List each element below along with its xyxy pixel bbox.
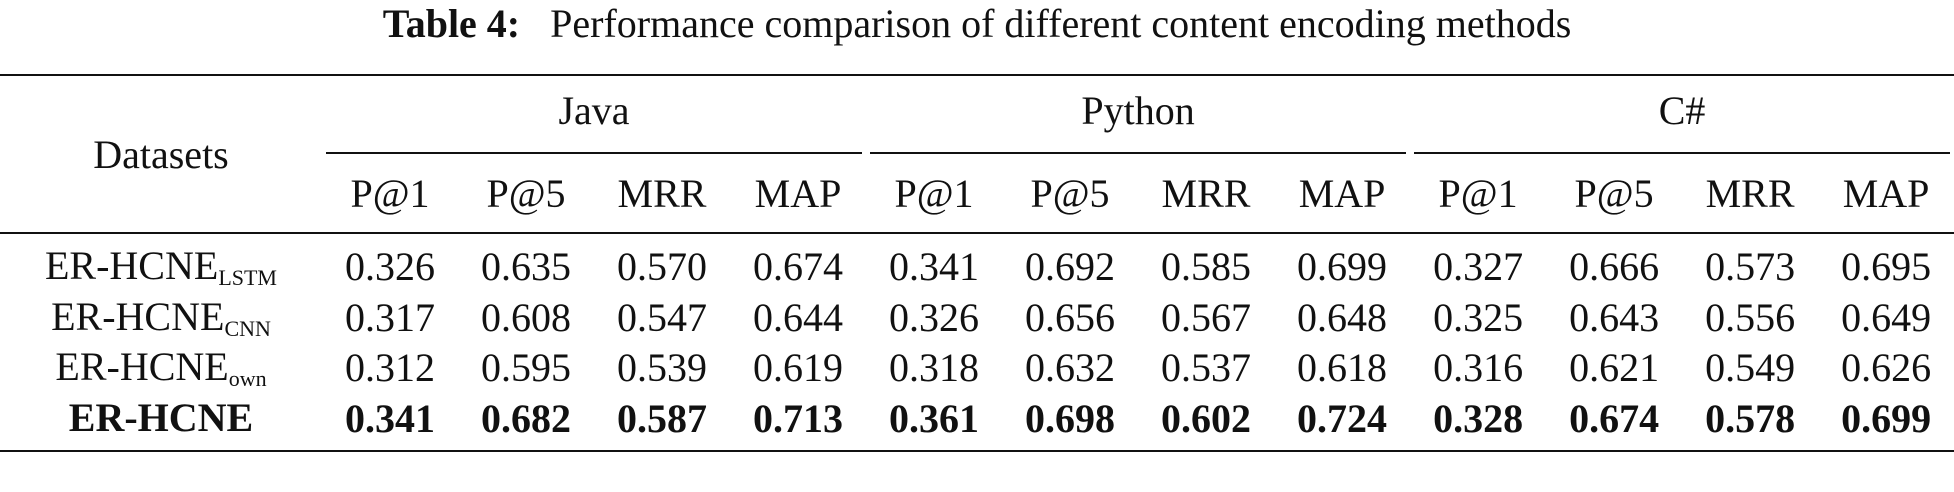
- method-subscript: LSTM: [218, 264, 277, 290]
- table-cell: 0.567: [1161, 294, 1252, 340]
- table-cell: 0.317: [345, 294, 435, 340]
- group-header-csharp: C#: [1410, 75, 1954, 154]
- table-caption: Table 4: Performance comparison of diffe…: [0, 0, 1954, 48]
- caption-label: Table 4:: [382, 1, 521, 46]
- metric-header: P@1: [894, 170, 974, 216]
- row-label: ER-HCNELSTM: [0, 233, 322, 292]
- table-cell: 0.695: [1841, 243, 1932, 289]
- method-subscript: own: [228, 365, 267, 391]
- metric-header: MRR: [617, 170, 707, 216]
- header-row-groups: Datasets Java Python C#: [0, 75, 1954, 177]
- method-name: ER-HCNE: [44, 242, 219, 288]
- table-cell: 0.570: [617, 243, 707, 289]
- table-cell: 0.316: [1433, 344, 1524, 390]
- table-cell: 0.608: [481, 294, 571, 340]
- row-label: ER-HCNEown: [0, 342, 322, 392]
- table-cell: 0.602: [1161, 395, 1252, 441]
- metric-header: P@5: [1574, 170, 1654, 216]
- table-cell: 0.547: [617, 294, 707, 340]
- table-cell: 0.649: [1841, 294, 1932, 340]
- table-cell: 0.632: [1025, 344, 1116, 390]
- row-label: ER-HCNECNN: [0, 292, 322, 342]
- metric-header: P@1: [350, 170, 430, 216]
- group-label: Java: [326, 77, 863, 154]
- table-row: ER-HCNELSTM 0.326 0.635 0.570 0.674 0.34…: [0, 233, 1954, 292]
- table-cell: 0.578: [1705, 395, 1796, 441]
- caption-text: Performance comparison of different cont…: [550, 1, 1572, 46]
- table-cell: 0.573: [1705, 243, 1796, 289]
- metric-header: MAP: [1298, 170, 1386, 216]
- table-row: ER-HCNECNN 0.317 0.608 0.547 0.644 0.326…: [0, 292, 1954, 342]
- table-cell: 0.549: [1705, 344, 1796, 390]
- metric-header: MRR: [1161, 170, 1251, 216]
- table-cell: 0.326: [889, 294, 980, 340]
- results-table: Datasets Java Python C# P@1 P@5 MRR MAP …: [0, 74, 1954, 452]
- metric-header: P@5: [1030, 170, 1110, 216]
- method-name: ER-HCNE: [51, 293, 225, 339]
- metric-header: MAP: [754, 170, 842, 216]
- group-label: C#: [1414, 77, 1951, 154]
- group-header-java: Java: [322, 75, 866, 154]
- table-cell: 0.325: [1433, 294, 1524, 340]
- metric-header: P@5: [486, 170, 566, 216]
- table-cell: 0.621: [1569, 344, 1660, 390]
- table-cell: 0.724: [1297, 395, 1388, 441]
- table-cell: 0.556: [1705, 294, 1796, 340]
- row-label: ER-HCNE: [0, 392, 322, 451]
- table-cell: 0.326: [345, 243, 435, 289]
- table-cell: 0.539: [617, 344, 707, 390]
- header-row-metrics: P@1 P@5 MRR MAP P@1 P@5 MRR MAP P@1 P@5 …: [0, 154, 1954, 233]
- method-subscript: CNN: [224, 315, 271, 341]
- table-cell: 0.699: [1841, 395, 1932, 441]
- table-cell: 0.341: [345, 395, 435, 441]
- group-label: Python: [870, 77, 1407, 154]
- table-cell: 0.328: [1433, 395, 1524, 441]
- table-cell: 0.656: [1025, 294, 1116, 340]
- table-cell: 0.312: [345, 344, 435, 390]
- method-name: ER-HCNE: [55, 343, 229, 389]
- table-cell: 0.585: [1161, 243, 1252, 289]
- table-cell: 0.682: [481, 395, 571, 441]
- metric-header: MRR: [1705, 170, 1795, 216]
- table-cell: 0.626: [1841, 344, 1932, 390]
- metric-header: P@1: [1438, 170, 1518, 216]
- table-cell: 0.618: [1297, 344, 1388, 390]
- table-cell: 0.648: [1297, 294, 1388, 340]
- table-cell: 0.666: [1569, 243, 1660, 289]
- table-cell: 0.644: [753, 294, 843, 340]
- table-cell: 0.327: [1433, 243, 1524, 289]
- table-cell: 0.587: [617, 395, 707, 441]
- table-cell: 0.595: [481, 344, 571, 390]
- table-cell: 0.318: [889, 344, 980, 390]
- table-cell: 0.341: [889, 243, 980, 289]
- metric-header: MAP: [1842, 170, 1930, 216]
- datasets-header: Datasets: [93, 131, 229, 177]
- table-cell: 0.698: [1025, 395, 1116, 441]
- table-cell: 0.635: [481, 243, 571, 289]
- method-name: ER-HCNE: [68, 394, 254, 440]
- table-cell: 0.674: [753, 243, 843, 289]
- table-cell: 0.619: [753, 344, 843, 390]
- table-cell: 0.674: [1569, 395, 1660, 441]
- table-row-best: ER-HCNE 0.341 0.682 0.587 0.713 0.361 0.…: [0, 392, 1954, 451]
- table-row: ER-HCNEown 0.312 0.595 0.539 0.619 0.318…: [0, 342, 1954, 392]
- table-cell: 0.537: [1161, 344, 1252, 390]
- group-header-python: Python: [866, 75, 1410, 154]
- table-cell: 0.361: [889, 395, 980, 441]
- table-cell: 0.713: [753, 395, 843, 441]
- table-cell: 0.643: [1569, 294, 1660, 340]
- table-cell: 0.692: [1025, 243, 1116, 289]
- table-cell: 0.699: [1297, 243, 1388, 289]
